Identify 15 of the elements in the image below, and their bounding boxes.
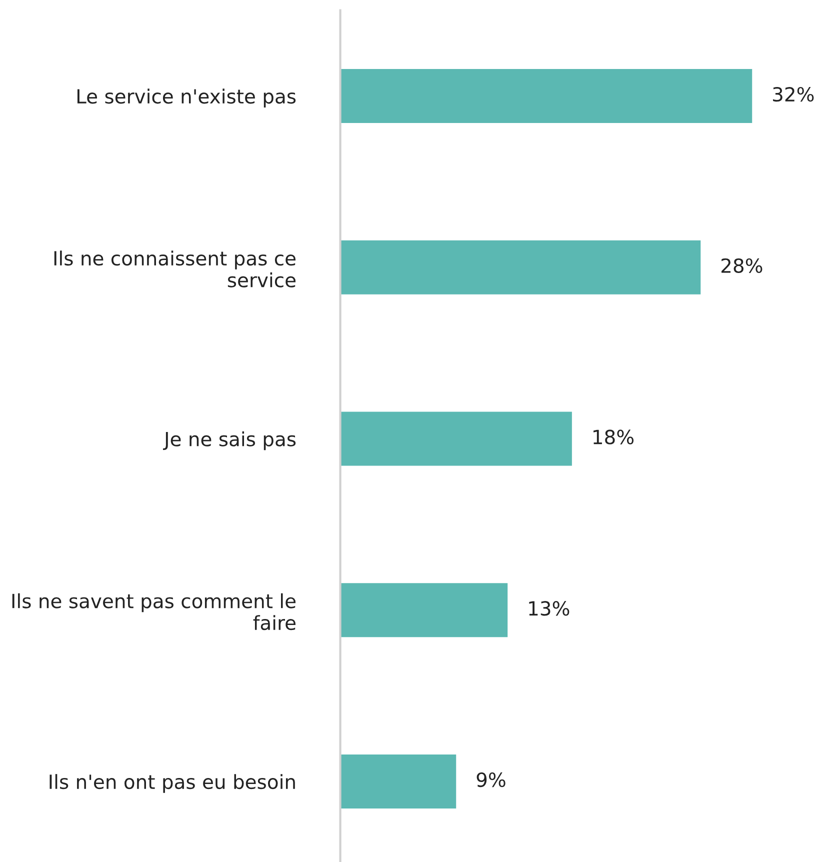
data-label: 28%: [722, 258, 762, 274]
y-tick-label: Ils ne connaissent pas ce service: [54, 250, 296, 288]
bar: [340, 412, 572, 466]
data-label: 18%: [594, 430, 634, 444]
data-label: 13%: [529, 601, 570, 616]
data-label: 32%: [773, 86, 814, 102]
y-tick-label: Ils ne savent pas comment le faire: [12, 593, 296, 630]
y-tick-label: Le service n'existe pas: [77, 88, 296, 108]
y-tick-label: Je ne sais pas: [163, 431, 296, 450]
bar: [340, 583, 508, 638]
bar: [340, 240, 701, 294]
bar: [340, 754, 456, 808]
data-label: 9%: [476, 772, 506, 788]
y-tick-label: Ils n'en ont pas eu besoin: [50, 774, 295, 793]
bar: [340, 69, 752, 124]
